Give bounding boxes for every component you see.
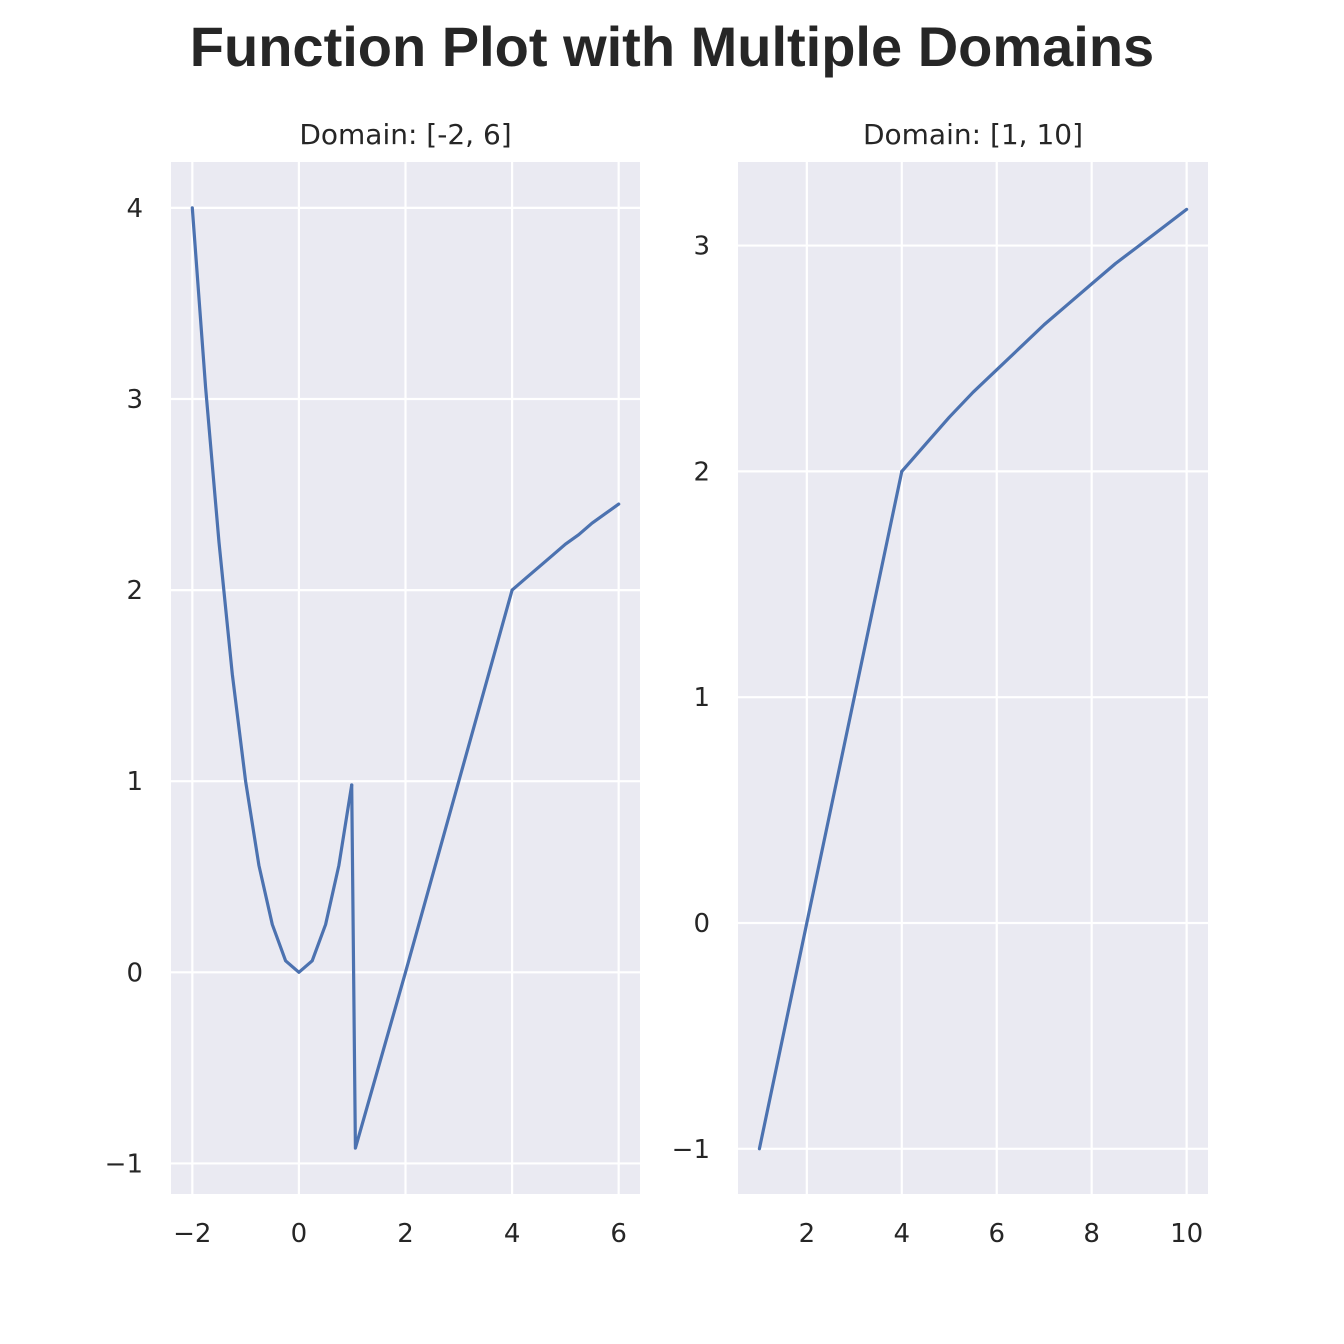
x-tick-label: 2 [397,1219,414,1249]
y-tick-label: 2 [126,576,143,606]
y-tick-label: 3 [693,232,710,262]
plot-area [738,162,1208,1194]
subplot-title: Domain: [1, 10] [863,118,1083,151]
y-tick-label: 1 [693,683,710,713]
y-tick-label: 2 [693,457,710,487]
x-tick-label: 0 [291,1219,308,1249]
x-tick-label: 6 [610,1219,627,1249]
y-tick-label: 4 [126,194,143,224]
y-tick-label: −1 [105,1149,143,1179]
series-line-segment [510,502,621,592]
series-line-segment [900,207,1189,473]
subplot-title: Domain: [-2, 6] [299,118,511,151]
series-line-segment [757,469,904,1151]
x-tick-label: 2 [799,1219,816,1249]
figure-title: Function Plot with Multiple Domains [189,15,1155,78]
x-tick-label: −2 [173,1219,211,1249]
y-tick-label: 1 [126,767,143,797]
x-tick-label: 10 [1170,1219,1203,1249]
y-tick-label: −1 [672,1135,710,1165]
x-tick-label: 8 [1083,1219,1100,1249]
series-line-segment [190,206,354,974]
y-tick-label: 0 [693,909,710,939]
subplot-1: −2 0 2 4 6 −1 0 1 2 3 4 Domain: [-2, 6] [105,118,640,1249]
subplot-2: 2 4 6 8 10 −1 0 1 2 3 Domain: [1, 10] [672,118,1208,1249]
x-tick-label: 6 [988,1219,1005,1249]
series-line-segment [350,588,514,1150]
y-tick-label: 0 [126,958,143,988]
x-tick-label: 4 [504,1219,521,1249]
y-tick-label: 3 [126,385,143,415]
x-tick-label: 4 [894,1219,911,1249]
